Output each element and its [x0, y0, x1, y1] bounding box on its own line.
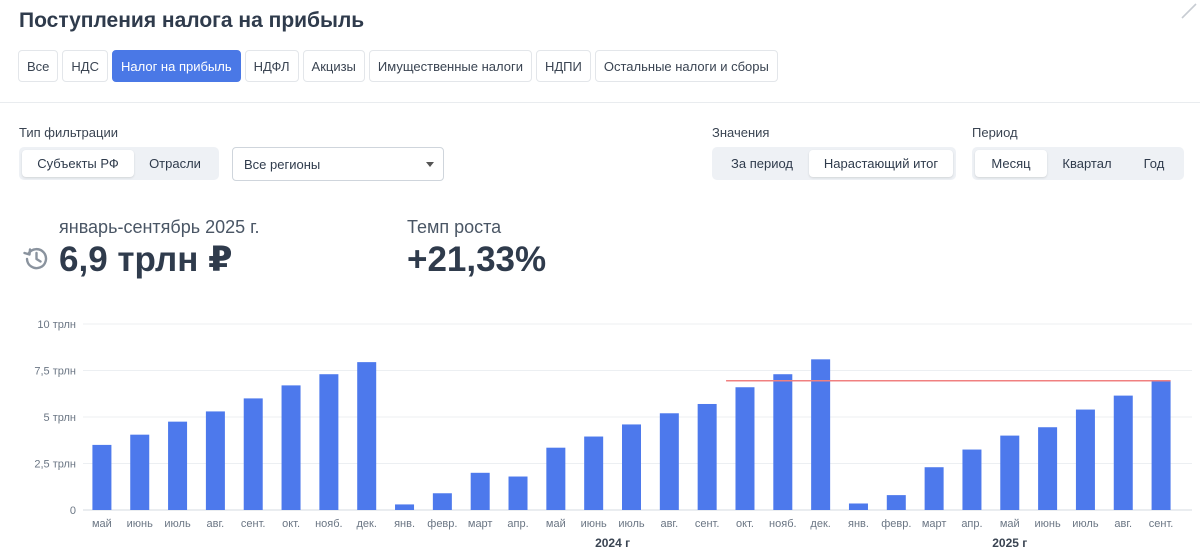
corner-arrow-icon[interactable]: [1178, 0, 1200, 22]
bar: [168, 421, 188, 510]
bar: [1151, 380, 1171, 510]
tab-excise[interactable]: Акцизы: [302, 50, 365, 82]
tax-type-tabs: Все НДС Налог на прибыль НДФЛ Акцизы Иму…: [18, 50, 778, 82]
x-tick-label: дек.: [357, 518, 377, 530]
x-tick-label: июнь: [127, 518, 153, 530]
bar: [470, 472, 490, 510]
tab-other-taxes[interactable]: Остальные налоги и сборы: [594, 50, 778, 82]
bar: [659, 413, 679, 510]
bar: [395, 504, 415, 510]
bar: [205, 411, 225, 510]
values-toggle: За период Нарастающий итог: [712, 147, 956, 180]
region-select-value: Все регионы: [244, 156, 321, 172]
tab-all[interactable]: Все: [18, 50, 59, 82]
tab-profit-tax[interactable]: Налог на прибыль: [112, 50, 241, 82]
x-tick-label: дек.: [810, 518, 830, 530]
page-title: Поступления налога на прибыль: [19, 9, 365, 32]
period-label: Период: [972, 125, 1018, 140]
x-tick-label: июль: [1072, 518, 1099, 530]
x-tick-label: нояб.: [769, 518, 797, 530]
period-month[interactable]: Месяц: [975, 150, 1047, 177]
bar: [432, 493, 452, 510]
x-tick-label: май: [1000, 518, 1020, 530]
bar: [584, 436, 604, 510]
x-tick-label: июнь: [1035, 518, 1061, 530]
x-tick-label: авг.: [660, 518, 678, 530]
period-year[interactable]: Год: [1143, 156, 1165, 171]
bar: [735, 387, 755, 510]
x-tick-label: май: [92, 518, 112, 530]
y-tick-label: 0: [70, 505, 76, 517]
bar: [1000, 435, 1020, 510]
year-label: 2024 г: [595, 536, 630, 550]
chevron-down-icon: [426, 162, 434, 167]
tab-mineral-extraction-tax[interactable]: НДПИ: [535, 50, 591, 82]
filter-type-regions[interactable]: Субъекты РФ: [22, 150, 134, 177]
x-tick-label: март: [922, 518, 947, 530]
divider: [0, 102, 1200, 103]
bar: [773, 374, 793, 510]
bar: [1075, 409, 1095, 510]
x-tick-label: сент.: [241, 518, 266, 530]
y-tick-label: 2,5 трлн: [34, 459, 76, 471]
x-tick-label: июнь: [581, 518, 607, 530]
tab-property-taxes[interactable]: Имущественные налоги: [368, 50, 532, 82]
y-tick-label: 10 трлн: [37, 319, 76, 331]
y-tick-label: 5 трлн: [44, 412, 76, 424]
x-tick-label: февр.: [881, 518, 911, 530]
x-tick-label: апр.: [507, 518, 528, 530]
bar: [130, 434, 150, 510]
summary-period: январь-сентябрь 2025 г.: [59, 217, 260, 237]
x-tick-label: янв.: [394, 518, 415, 530]
bar: [243, 398, 263, 510]
bar: [962, 449, 982, 510]
period-toggle: Месяц Квартал Год: [972, 147, 1184, 180]
x-tick-label: июль: [618, 518, 645, 530]
bar: [1113, 395, 1133, 510]
bar: [546, 447, 566, 510]
x-tick-label: март: [468, 518, 493, 530]
year-label: 2025 г: [992, 536, 1027, 550]
tab-vat[interactable]: НДС: [62, 50, 108, 82]
bar: [848, 503, 868, 510]
x-tick-label: июль: [164, 518, 191, 530]
summary-total-value: 6,9 трлн ₽: [59, 240, 233, 279]
bar: [697, 403, 717, 510]
x-tick-label: окт.: [736, 518, 754, 530]
tab-personal-income-tax[interactable]: НДФЛ: [244, 50, 299, 82]
x-tick-label: нояб.: [315, 518, 343, 530]
values-cumulative[interactable]: Нарастающий итог: [809, 150, 953, 177]
bar: [92, 444, 112, 510]
x-tick-label: сент.: [1149, 518, 1174, 530]
x-tick-label: февр.: [427, 518, 457, 530]
x-tick-label: янв.: [848, 518, 869, 530]
growth-rate-label: Темп роста: [407, 217, 502, 237]
growth-rate-value: +21,33%: [407, 240, 547, 279]
filter-type-toggle: Субъекты РФ Отрасли: [19, 147, 219, 180]
values-label: Значения: [712, 125, 770, 140]
period-quarter[interactable]: Квартал: [1062, 156, 1112, 171]
bar: [811, 359, 831, 510]
bar: [508, 476, 528, 510]
bar: [622, 424, 641, 510]
bar: [319, 374, 339, 510]
bar: [1038, 427, 1058, 510]
bar: [357, 362, 377, 510]
x-tick-label: сент.: [695, 518, 720, 530]
region-select[interactable]: Все регионы: [232, 147, 444, 181]
x-tick-label: авг.: [207, 518, 225, 530]
x-tick-label: окт.: [282, 518, 300, 530]
bar: [924, 467, 944, 510]
values-per-period[interactable]: За период: [731, 156, 793, 171]
bar: [281, 385, 301, 510]
x-tick-label: апр.: [961, 518, 982, 530]
filter-type-industries[interactable]: Отрасли: [149, 156, 201, 171]
history-icon: [23, 247, 48, 270]
x-tick-label: май: [546, 518, 566, 530]
x-tick-label: авг.: [1114, 518, 1132, 530]
bar: [886, 495, 906, 510]
y-tick-label: 7,5 трлн: [34, 366, 76, 378]
filter-type-label: Тип фильтрации: [19, 125, 118, 140]
